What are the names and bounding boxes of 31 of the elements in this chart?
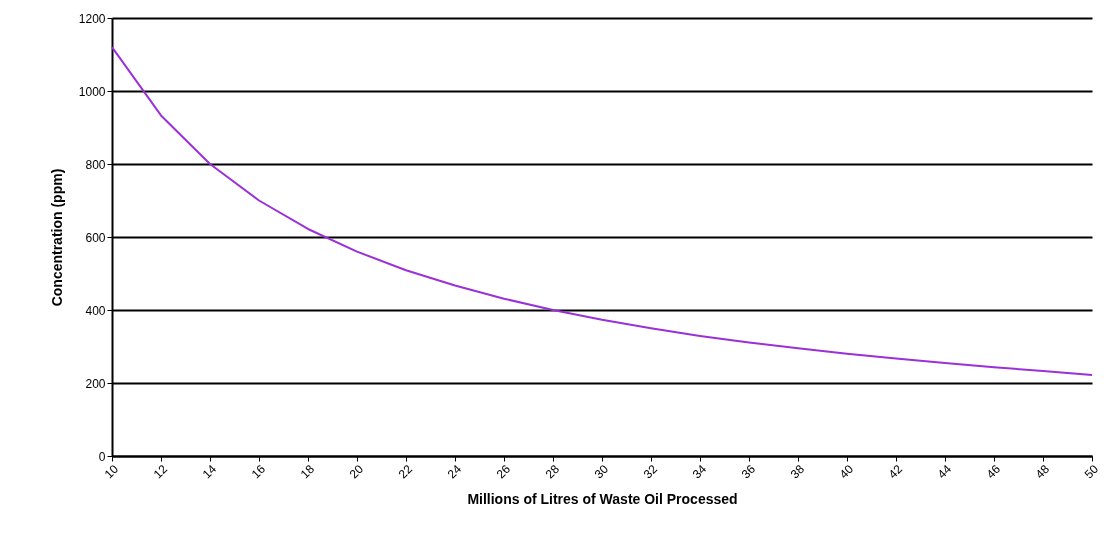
- y-tick-label: 0: [98, 449, 106, 464]
- x-tick-label: 24: [444, 461, 465, 482]
- x-tick-label: 46: [983, 461, 1004, 482]
- y-tick-label: 800: [85, 157, 106, 172]
- x-tick-label: 50: [1081, 461, 1102, 482]
- x-axis-title: Millions of Litres of Waste Oil Processed: [467, 490, 738, 507]
- x-tick-label: 20: [346, 461, 367, 482]
- x-tick-label: 44: [934, 461, 955, 482]
- x-tick-label: 38: [787, 461, 808, 482]
- x-tick-label: 30: [591, 461, 612, 482]
- line-series: [111, 46, 1093, 376]
- x-tick-label: 18: [297, 461, 318, 482]
- x-tick-label: 16: [248, 461, 269, 482]
- x-tick-label: 10: [101, 461, 122, 482]
- x-tick-label: 34: [689, 461, 710, 482]
- y-tick-label: 400: [85, 303, 106, 318]
- x-tick-label: 12: [150, 461, 171, 482]
- x-tick-label: 48: [1032, 461, 1053, 482]
- x-tick-label: 42: [885, 461, 906, 482]
- y-axis-title: Concentration (ppm): [48, 168, 65, 307]
- y-tick-label: 1000: [78, 84, 106, 99]
- x-tick-label: 36: [738, 461, 759, 482]
- x-tick-label: 14: [199, 461, 220, 482]
- x-tick-label: 22: [395, 461, 416, 482]
- x-tick-label: 32: [640, 461, 661, 482]
- y-tick-label: 200: [85, 376, 106, 391]
- x-tick-label: 40: [836, 461, 857, 482]
- y-tick-label: 1200: [78, 11, 106, 26]
- y-tick-label: 600: [85, 230, 106, 245]
- x-tick-label: 28: [542, 461, 563, 482]
- x-tick-label: 26: [493, 461, 514, 482]
